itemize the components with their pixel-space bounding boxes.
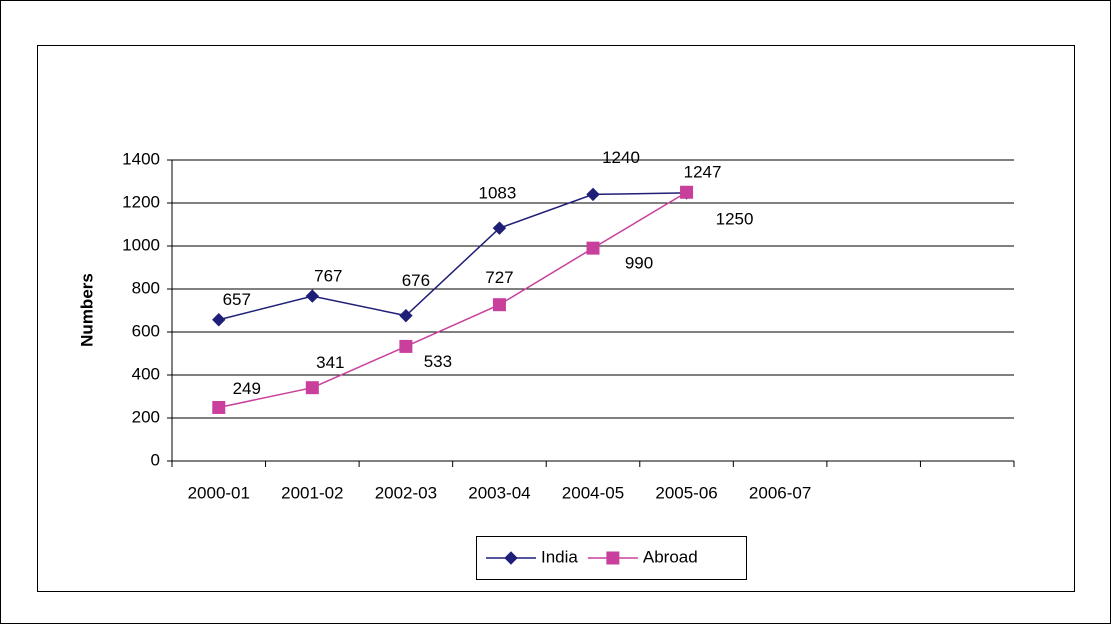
y-axis-label: Numbers xyxy=(77,273,96,347)
data-label: 533 xyxy=(424,352,452,371)
data-label: 990 xyxy=(625,254,653,273)
data-label: 1247 xyxy=(684,162,722,181)
series-line xyxy=(218,192,687,321)
marker xyxy=(492,298,506,312)
data-label: 341 xyxy=(316,353,344,372)
marker xyxy=(212,313,226,327)
x-tick-label: 2001-02 xyxy=(281,483,343,502)
y-tick-label: 0 xyxy=(151,450,160,469)
series-line xyxy=(218,191,687,409)
marker xyxy=(586,241,600,255)
x-tick-label: 2006-07 xyxy=(749,483,811,502)
data-label: 727 xyxy=(485,268,513,287)
y-tick-label: 1200 xyxy=(122,192,160,211)
x-tick-label: 2000-01 xyxy=(188,483,250,502)
marker xyxy=(606,551,620,565)
x-tick-label: 2003-04 xyxy=(468,483,530,502)
data-label: 676 xyxy=(402,271,430,290)
legend-label: Abroad xyxy=(643,547,698,566)
marker xyxy=(680,185,694,199)
data-label: 1240 xyxy=(602,148,640,167)
y-tick-label: 400 xyxy=(132,364,160,383)
marker xyxy=(586,187,600,202)
y-tick-label: 600 xyxy=(132,321,160,340)
data-label: 1250 xyxy=(716,210,754,229)
chart-area xyxy=(37,45,1075,592)
data-label: 249 xyxy=(233,379,261,398)
x-tick-label: 2002-03 xyxy=(375,483,437,502)
marker xyxy=(305,289,320,303)
marker xyxy=(399,308,413,323)
data-label: 767 xyxy=(314,267,342,286)
marker xyxy=(504,551,518,565)
marker xyxy=(305,381,319,395)
x-tick-label: 2005-06 xyxy=(655,483,717,502)
y-tick-label: 1000 xyxy=(122,235,160,254)
legend-label: India xyxy=(541,547,578,566)
y-tick-label: 800 xyxy=(132,278,160,297)
data-label: 1083 xyxy=(479,184,517,203)
data-label: 657 xyxy=(223,290,251,309)
marker xyxy=(212,400,226,414)
marker xyxy=(399,339,413,353)
y-tick-label: 1400 xyxy=(122,149,160,168)
legend: India Abroad xyxy=(476,536,747,580)
marker xyxy=(492,221,507,235)
y-tick-label: 200 xyxy=(132,407,160,426)
x-tick-label: 2004-05 xyxy=(562,483,624,502)
